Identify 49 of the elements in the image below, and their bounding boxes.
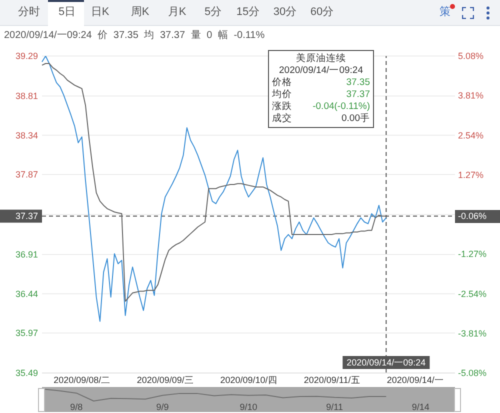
annotation: 成交 [272,113,292,125]
annotation: 37.35 [346,77,370,89]
x-tick-label: 2020/09/09/三 [136,375,194,385]
annotation: -0.04(-0.11%) [312,101,370,113]
text: 周K [130,6,150,19]
chart-subtitle: 2020/09/14/一09:24 价 37.35 均 37.37 量 0 幅 -0.11% [4,30,265,42]
y2-tick-label: -3.81% [458,328,487,338]
y2-tick-label: 3.81% [458,90,484,101]
ref-line-label: 37.37 [15,211,38,222]
x-tick-label: 9/14 [412,402,430,412]
x-tick-label: 9/10 [240,402,258,412]
y-tick-label: 35.49 [15,368,38,378]
y-tick-label: 38.34 [15,130,38,140]
annotation: 涨跌 [272,101,292,113]
text: 日K [90,6,110,19]
x-tick-label: 2020/09/11/五 [304,375,360,385]
text: 策 [440,6,450,19]
x-tick-label: 2020/09/10/四 [220,375,277,385]
y2-tick-label: -1.27% [458,249,487,260]
text: 30分 [273,6,297,19]
text: 60分 [310,6,334,19]
annotation: 37.37 [346,89,370,101]
y-tick-label: 36.44 [15,288,38,299]
annotation: 均价 [272,89,292,101]
text: 月K [168,6,186,19]
text: 分时 [18,6,40,19]
y-tick-label: 35.97 [15,328,38,338]
y-tick-label: 39.29 [15,51,38,61]
y2-tick-label: -5.08% [458,368,487,378]
y2-tick-label: -2.54% [458,288,487,299]
x-tick-label: 9/8 [70,402,83,412]
y2-tick-label: 2.54% [458,130,484,140]
x-tick-label: 2020/09/14/一 [386,375,444,385]
annotation: 价格 [272,77,292,89]
x-tick-label: 9/9 [156,402,169,412]
annotation: 2020/09/14/一09:24 [278,65,364,77]
text: 5日 [58,6,76,19]
y-tick-label: 38.81 [15,91,38,102]
text: -0.06% [455,210,500,223]
x-tick-label: 9/11 [326,402,343,412]
text: 15分 [236,6,260,19]
y2-tick-label: 5.08% [458,51,484,61]
annotation: 0.00手 [342,113,370,125]
text: 5分 [204,6,222,19]
annotation: 美原油连续 [295,53,347,65]
y-tick-label: 37.87 [15,169,38,180]
x-tick-label: 2020/09/08/二 [54,375,110,385]
y-tick-label: 36.91 [15,250,38,260]
y2-tick-label: 1.27% [458,170,484,180]
